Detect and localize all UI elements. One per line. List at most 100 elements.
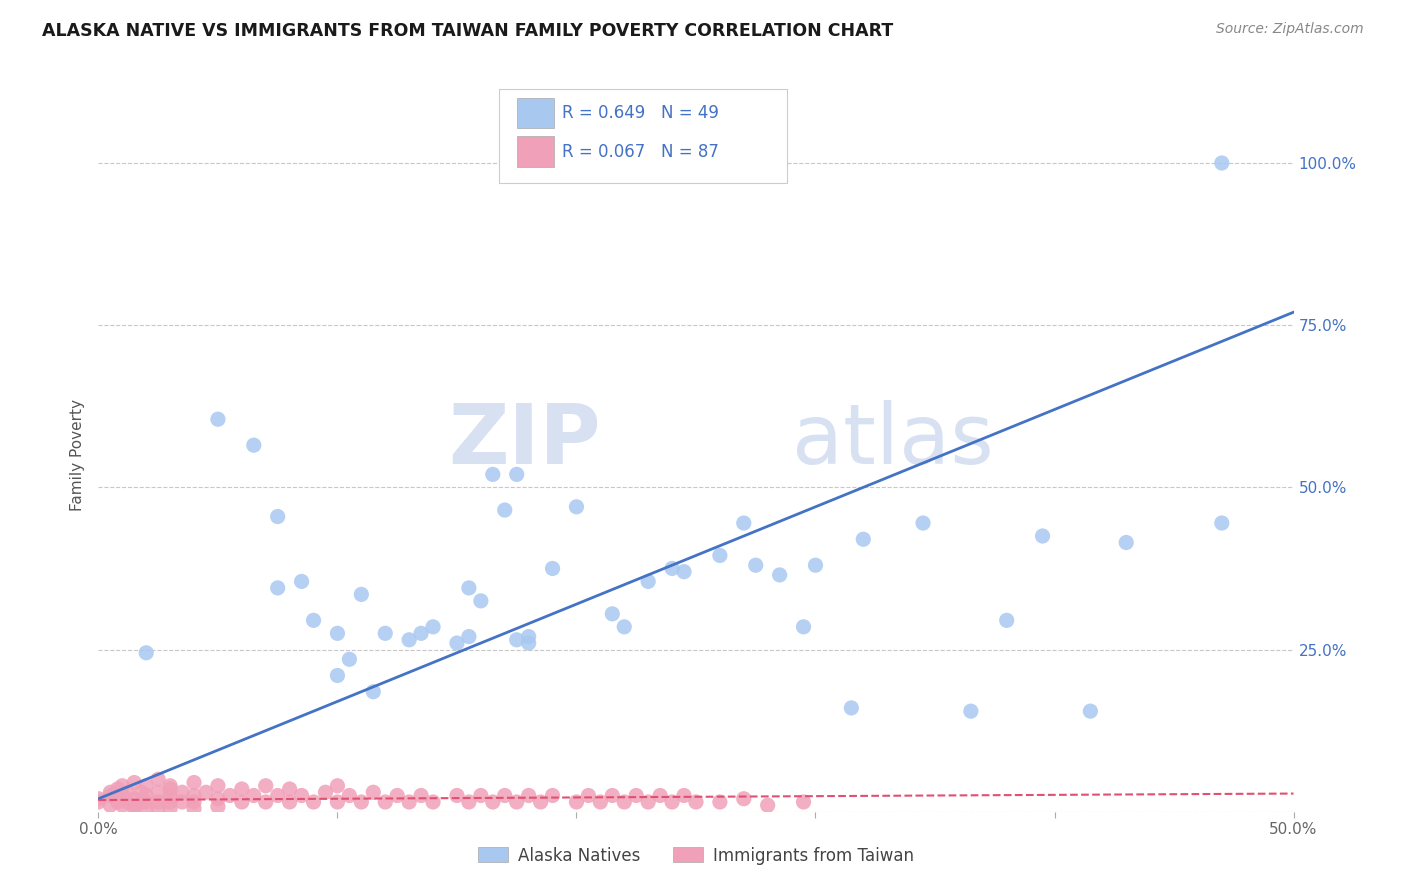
- Point: [541, 561, 564, 575]
- Point: [1080, 704, 1102, 718]
- Point: [315, 785, 337, 799]
- Point: [267, 581, 290, 595]
- Point: [637, 795, 659, 809]
- Point: [411, 789, 433, 803]
- Point: [207, 412, 229, 426]
- Point: [517, 630, 540, 644]
- Point: [159, 779, 181, 793]
- Point: [148, 801, 170, 815]
- Point: [115, 795, 138, 809]
- Point: [291, 789, 314, 803]
- Point: [159, 795, 181, 809]
- Point: [458, 630, 481, 644]
- Point: [852, 533, 875, 547]
- Point: [506, 795, 529, 809]
- Point: [87, 791, 110, 805]
- Point: [231, 795, 253, 809]
- Point: [159, 789, 181, 803]
- Point: [541, 789, 564, 803]
- Point: [159, 782, 181, 797]
- Point: [254, 779, 277, 793]
- Point: [565, 795, 588, 809]
- Point: [254, 795, 277, 809]
- Point: [135, 789, 157, 803]
- Point: [267, 509, 290, 524]
- Point: [98, 798, 122, 813]
- Text: R = 0.649   N = 49: R = 0.649 N = 49: [562, 104, 720, 122]
- Point: [446, 789, 468, 803]
- Point: [278, 782, 301, 797]
- Point: [148, 785, 170, 799]
- Point: [98, 785, 122, 799]
- Point: [804, 558, 827, 573]
- Point: [1115, 535, 1137, 549]
- Point: [470, 789, 492, 803]
- Point: [135, 646, 157, 660]
- Point: [626, 789, 648, 803]
- Point: [565, 500, 588, 514]
- Point: [278, 795, 301, 809]
- Point: [661, 561, 683, 575]
- Point: [494, 503, 516, 517]
- Text: ZIP: ZIP: [449, 401, 600, 481]
- Point: [733, 516, 755, 530]
- Point: [107, 782, 129, 797]
- Point: [326, 795, 349, 809]
- Point: [111, 798, 134, 813]
- Point: [326, 779, 349, 793]
- Point: [363, 684, 385, 698]
- Point: [768, 568, 790, 582]
- Point: [98, 789, 122, 803]
- Point: [709, 795, 731, 809]
- Point: [1032, 529, 1054, 543]
- Point: [159, 801, 181, 815]
- Point: [111, 779, 134, 793]
- Point: [291, 574, 314, 589]
- Point: [398, 632, 420, 647]
- Point: [183, 775, 205, 789]
- Point: [709, 549, 731, 563]
- Point: [422, 620, 444, 634]
- Point: [458, 581, 481, 595]
- Point: [398, 795, 420, 809]
- Point: [339, 652, 360, 666]
- Point: [793, 620, 815, 634]
- Point: [87, 795, 110, 809]
- Point: [219, 789, 242, 803]
- Point: [135, 801, 157, 815]
- Point: [131, 785, 153, 799]
- Point: [685, 795, 707, 809]
- Point: [183, 801, 205, 815]
- Point: [613, 620, 636, 634]
- Point: [481, 795, 505, 809]
- Point: [148, 772, 170, 787]
- Point: [506, 467, 529, 482]
- Point: [374, 795, 396, 809]
- Point: [576, 789, 599, 803]
- Y-axis label: Family Poverty: Family Poverty: [70, 399, 86, 511]
- Point: [183, 795, 205, 809]
- Point: [1211, 156, 1233, 170]
- Text: atlas: atlas: [792, 401, 993, 481]
- Point: [124, 798, 146, 813]
- Point: [517, 789, 540, 803]
- Point: [148, 795, 170, 809]
- Point: [326, 626, 349, 640]
- Point: [243, 789, 266, 803]
- Point: [243, 438, 266, 452]
- Point: [481, 467, 505, 482]
- Point: [350, 795, 373, 809]
- Point: [385, 789, 409, 803]
- Point: [517, 636, 540, 650]
- Point: [613, 795, 636, 809]
- Text: Source: ZipAtlas.com: Source: ZipAtlas.com: [1216, 22, 1364, 37]
- Point: [529, 795, 551, 809]
- Point: [135, 779, 157, 793]
- Point: [363, 785, 385, 799]
- Point: [673, 789, 696, 803]
- Point: [648, 789, 672, 803]
- Point: [422, 795, 444, 809]
- Point: [470, 594, 492, 608]
- Point: [733, 791, 755, 805]
- Point: [111, 789, 134, 803]
